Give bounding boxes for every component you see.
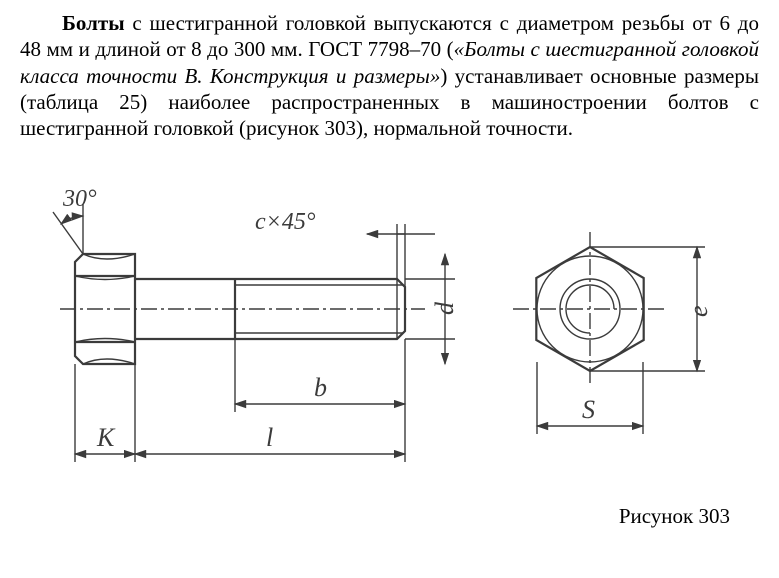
bolt-diagram: 30° c×45° d b Kl Se [20,159,760,509]
figure-303: 30° c×45° d b Kl Se Рисунок 303 [20,159,760,529]
svg-text:d: d [430,301,459,315]
bold-term: Болты [62,11,125,35]
svg-text:e: e [684,306,713,318]
svg-text:S: S [582,395,595,424]
svg-text:l: l [266,423,273,452]
svg-text:b: b [314,373,327,402]
svg-text:30°: 30° [62,186,97,212]
svg-text:K: K [96,423,116,452]
figure-caption: Рисунок 303 [619,504,730,529]
main-paragraph: Болты с шестигранной головкой выпускаютс… [20,10,759,141]
svg-text:c×45°: c×45° [255,209,316,235]
